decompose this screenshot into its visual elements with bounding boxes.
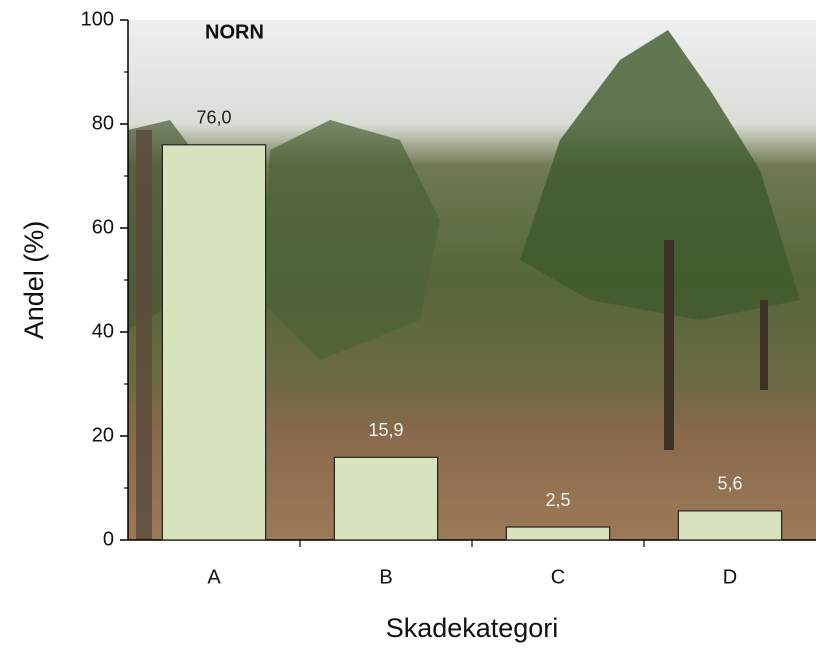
y-tick-label: 60 <box>92 216 114 238</box>
bar <box>162 145 265 540</box>
y-tick-label: 100 <box>81 8 114 30</box>
x-tick-label: B <box>379 566 392 588</box>
y-tick-label: 20 <box>92 424 114 446</box>
y-tick-label: 40 <box>92 320 114 342</box>
chart: NORN Skadekategori Andel (%) 0 20 40 60 80 10… <box>0 0 816 648</box>
y-axis-label: Andel (%) <box>19 221 49 340</box>
x-axis-label: Skadekategori <box>386 613 559 643</box>
value-label: 15,9 <box>368 420 403 440</box>
x-tick-label: C <box>551 566 565 588</box>
value-label: 5,6 <box>717 474 742 494</box>
x-tick-label: A <box>207 566 221 588</box>
y-tick-label: 80 <box>92 112 114 134</box>
bar <box>334 457 437 540</box>
chart-title: NORN <box>205 21 264 43</box>
bar <box>678 511 781 540</box>
x-tick-label: D <box>723 566 737 588</box>
value-label: 76,0 <box>196 108 231 128</box>
y-tick-label: 0 <box>103 528 114 550</box>
bar <box>506 527 609 540</box>
value-label: 2,5 <box>545 490 570 510</box>
